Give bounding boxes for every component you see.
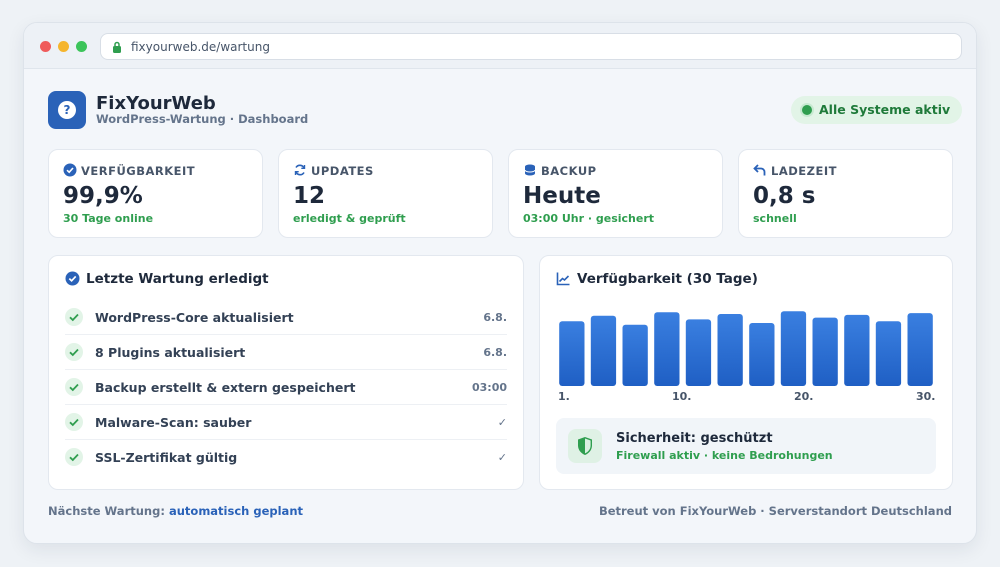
close-window-button[interactable] [40,41,51,52]
availability-bar [749,323,775,386]
brand-logo[interactable]: ? [48,91,86,129]
task-item: 8 Plugins aktualisiert 6.8. [65,335,507,370]
task-item: Malware-Scan: sauber ✓ [65,405,507,440]
x-tick-label: 10. [672,390,692,403]
next-maintenance-note: Nächste Wartung: automatisch geplant [48,504,303,518]
availability-bar [622,324,648,386]
stat-value: 99,9% [63,183,143,209]
stat-subtext: erledigt & geprüft [293,212,406,225]
speed-arrow-icon [753,164,766,176]
chart-x-axis: 1. 10. 20. 30. [556,390,936,404]
task-label: SSL-Zertifikat gültig [95,450,238,465]
availability-bar [780,311,807,386]
task-meta: ✓ [497,451,507,464]
availability-bar [907,313,933,386]
stat-subtext: schnell [753,212,797,225]
stat-card-updates: UPDATES 12 erledigt & geprüft [278,149,493,238]
question-icon: ? [58,101,76,119]
availability-bar [559,321,585,386]
system-status-badge: Alle Systeme aktiv [791,96,963,124]
stat-value: 0,8 s [753,183,816,209]
availability-bar [844,314,870,386]
task-meta: ✓ [497,416,507,429]
maximize-window-button[interactable] [76,41,87,52]
trend-chart-icon [556,272,570,286]
availability-title: Verfügbarkeit (30 Tage) [577,271,758,287]
availability-bar [812,317,838,386]
availability-bar-chart [559,311,933,386]
checkmark-icon [65,413,83,431]
status-dot-icon [802,105,812,115]
lock-icon [113,41,121,53]
stat-card-availability: VERFÜGBARKEIT 99,9% 30 Tage online [48,149,263,238]
stat-value: Heute [523,183,601,209]
task-label: Malware-Scan: sauber [95,415,252,430]
availability-bar [717,314,743,386]
refresh-icon [294,164,306,176]
task-item: Backup erstellt & extern gespeichert 03:… [65,370,507,405]
availability-panel: Verfügbarkeit (30 Tage) 1. 10. 20. 30. S… [539,255,953,490]
task-label: WordPress-Core aktualisiert [95,310,294,325]
checkmark-icon [65,343,83,361]
availability-bar [590,315,617,386]
maintenance-title: Letzte Wartung erledigt [86,271,269,287]
brand-subtitle: WordPress-Wartung · Dashboard [96,112,309,126]
maintenance-panel: Letzte Wartung erledigt WordPress-Core a… [48,255,524,490]
availability-bar [654,312,680,386]
next-maintenance-label: Nächste Wartung: [48,504,165,518]
availability-bar [685,319,712,386]
checkmark-icon [65,448,83,466]
security-subtitle: Firewall aktiv · keine Bedrohungen [616,449,833,462]
database-icon [524,164,536,176]
task-item: WordPress-Core aktualisiert 6.8. [65,300,507,335]
x-tick-label: 30. [916,390,936,403]
system-status-text: Alle Systeme aktiv [819,102,951,117]
x-tick-label: 1. [558,390,570,403]
x-tick-label: 20. [794,390,814,403]
minimize-window-button[interactable] [58,41,69,52]
task-label: 8 Plugins aktualisiert [95,345,246,360]
task-item: SSL-Zertifikat gültig ✓ [65,440,507,475]
security-status-box: Sicherheit: geschützt Firewall aktiv · k… [556,418,936,474]
url-text: fixyourweb.de/wartung [131,40,270,54]
stat-label: VERFÜGBARKEIT [81,164,196,178]
stat-subtext: 30 Tage online [63,212,154,225]
task-label: Backup erstellt & extern gespeichert [95,380,356,395]
availability-bar [875,321,902,386]
checkmark-icon [65,378,83,396]
address-bar[interactable]: fixyourweb.de/wartung [100,33,962,60]
task-meta: 6.8. [483,311,507,324]
task-meta: 03:00 [471,381,507,394]
brand-title: FixYourWeb [96,93,216,114]
browser-titlebar: fixyourweb.de/wartung [24,23,976,69]
stat-card-backup: BACKUP Heute 03:00 Uhr · gesichert [508,149,723,238]
next-maintenance-link[interactable]: automatisch geplant [168,504,303,518]
task-meta: 6.8. [483,346,507,359]
checkmark-icon [65,308,83,326]
footer-credit: Betreut von FixYourWeb · Serverstandort … [598,504,952,518]
browser-window: fixyourweb.de/wartung ? FixYourWeb WordP… [23,22,977,544]
stat-subtext: 03:00 Uhr · gesichert [523,212,655,225]
shield-icon [578,437,592,455]
security-title: Sicherheit: geschützt [616,431,773,446]
stat-card-load-time: LADEZEIT 0,8 s schnell [738,149,953,238]
stat-label: UPDATES [311,164,374,178]
check-circle-icon [65,271,80,286]
stat-label: LADEZEIT [771,164,837,178]
stat-label: BACKUP [541,164,597,178]
check-circle-icon [63,163,77,177]
stat-value: 12 [293,183,326,209]
